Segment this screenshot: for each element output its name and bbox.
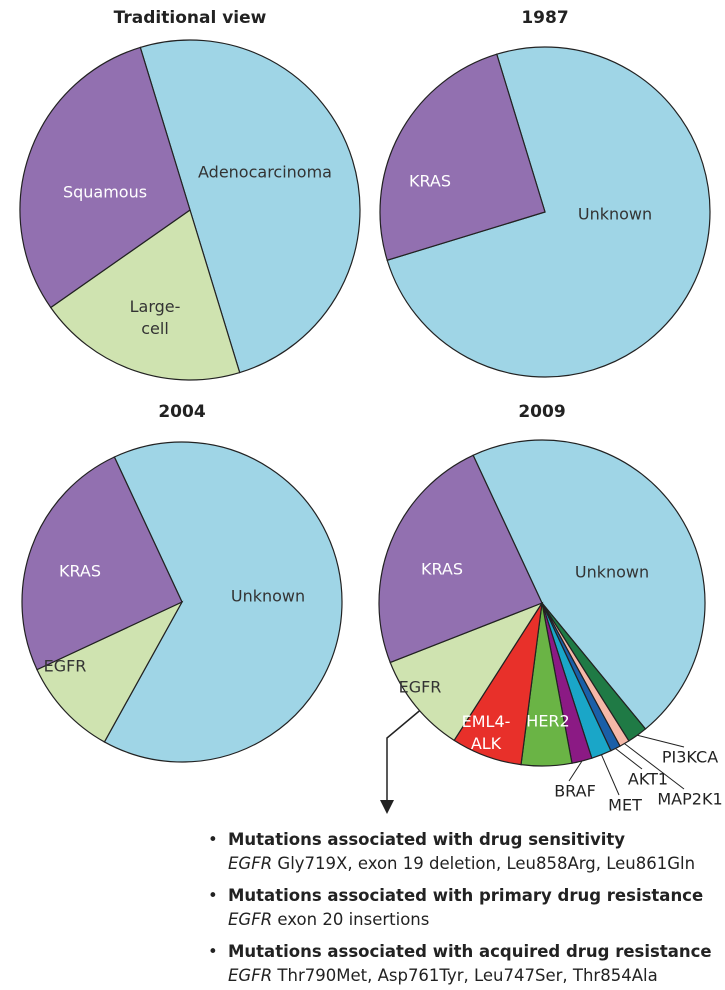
gene: EGFR	[228, 966, 273, 985]
pie-slice	[378, 454, 543, 664]
note-detail: Gly719X, exon 19 deletion, Leu858Arg, Le…	[277, 854, 696, 873]
slice-label: BRAF	[554, 782, 596, 801]
pie-slice	[389, 601, 544, 742]
leader-line	[615, 748, 643, 770]
note-detail: exon 20 insertions	[277, 910, 430, 929]
slice-label: Unknown	[231, 587, 305, 606]
slice-label: HER2	[526, 712, 569, 731]
pie-slice	[49, 209, 241, 381]
callout-arrow	[380, 800, 394, 814]
note-item: Mutations associated with primary drug r…	[208, 884, 718, 932]
slice-label: EGFR	[44, 657, 87, 676]
pie-slice	[36, 600, 184, 743]
note-item: Mutations associated with acquired drug …	[208, 940, 718, 988]
pie-slice	[379, 53, 546, 261]
leader-line	[624, 743, 685, 790]
slice-label: AKT1	[628, 770, 668, 789]
slice-label: EML4-ALK	[462, 712, 511, 753]
slice-label: Unknown	[575, 563, 649, 582]
leader-line	[568, 760, 583, 782]
pie-slice	[139, 39, 361, 374]
slice-label: Unknown	[578, 205, 652, 224]
note-detail: Thr790Met, Asp761Tyr, Leu747Ser, Thr854A…	[277, 966, 658, 985]
leader-line	[601, 754, 620, 796]
slice-label: KRAS	[421, 560, 463, 579]
slice-label: MAP2K1	[657, 790, 722, 809]
head: Mutations associated with drug sensitivi…	[228, 830, 626, 849]
chart-title: 2004	[158, 402, 205, 422]
head: Mutations associated with primary drug r…	[228, 886, 704, 905]
gene: EGFR	[228, 854, 273, 873]
chart-title: 1987	[521, 8, 568, 28]
pie-slice	[19, 46, 191, 309]
notes-list: Mutations associated with drug sensitivi…	[208, 828, 718, 990]
note-item: Mutations associated with drug sensitivi…	[208, 828, 718, 876]
leader-line	[637, 734, 685, 748]
slice-label: PI3KCA	[662, 748, 718, 767]
slice-label: Adenocarcinoma	[198, 163, 332, 182]
slice-label: Squamous	[63, 183, 147, 202]
chart-title: 2009	[518, 402, 565, 422]
slice-label: KRAS	[59, 562, 101, 581]
head: Mutations associated with acquired drug …	[228, 942, 712, 961]
pie-slice	[472, 439, 706, 730]
slice-label: Large-cell	[130, 297, 181, 338]
pie-slice	[103, 441, 343, 763]
chart-title: Traditional view	[114, 8, 267, 28]
slice-label: MET	[608, 796, 642, 815]
pie-slice	[386, 46, 711, 378]
pie-slice	[21, 456, 183, 671]
gene: EGFR	[228, 910, 273, 929]
slice-label: KRAS	[409, 172, 451, 191]
slice-label: EGFR	[399, 678, 442, 697]
callout-line	[386, 701, 431, 800]
